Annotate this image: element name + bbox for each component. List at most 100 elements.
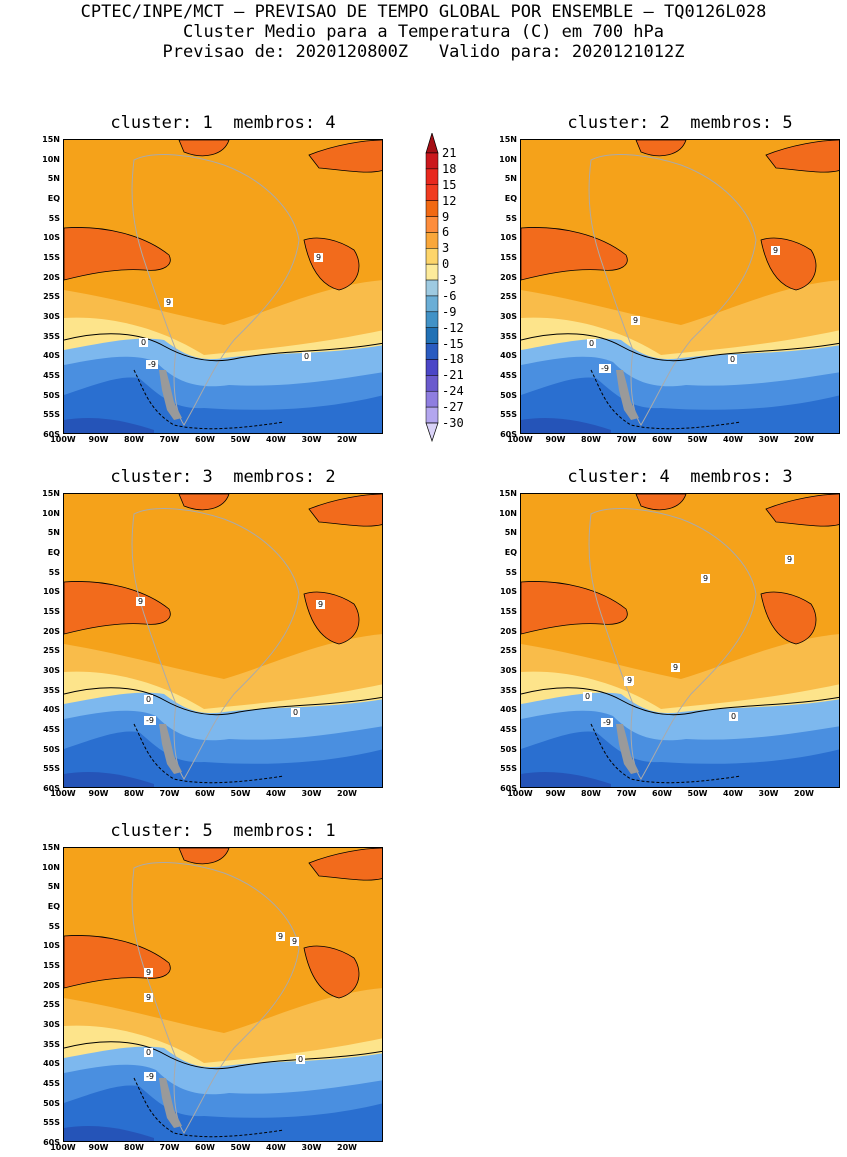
lat-tick-label: 50S: [500, 744, 517, 754]
panel-3-field: [64, 494, 382, 787]
colorbar-label: -27: [442, 400, 464, 415]
lat-tick-label: 10N: [42, 154, 60, 164]
lat-tick-label: 55S: [500, 764, 517, 774]
panel-4-map: 9999900-9: [520, 493, 840, 788]
lon-tick-label: 90W: [88, 789, 109, 798]
contour-minus-nine: [133, 723, 285, 784]
lat-tick-label: 20S: [43, 626, 60, 636]
contour-label: 9: [771, 246, 781, 255]
contour-minus-nine: [590, 369, 742, 430]
lon-tick-label: 100W: [507, 435, 533, 444]
lat-tick-label: 15S: [500, 253, 517, 262]
colorbar-swatch: [425, 343, 439, 360]
south-america-outline: [131, 508, 300, 780]
colorbar-label: -30: [442, 416, 464, 430]
lat-tick-label: 40S: [500, 351, 517, 361]
lat-tick-label: 5N: [504, 174, 517, 184]
lon-tick-label: 20W: [794, 789, 814, 798]
contour-label: -9: [599, 364, 611, 373]
colorbar-swatch: [425, 406, 439, 424]
band-deep-blue: [521, 772, 611, 787]
colorbar-label: 6: [442, 225, 450, 240]
lat-tick-label: 55S: [43, 1118, 60, 1128]
lat-tick-label: 5N: [504, 528, 517, 538]
warm-region-2: [765, 494, 839, 527]
lat-tick-label: EQ: [47, 548, 60, 557]
colorbar-swatch: [425, 311, 439, 328]
lat-tick-label: 40S: [43, 1059, 60, 1069]
colorbar-swatch: [425, 152, 439, 170]
contour-label: 9: [164, 298, 174, 307]
lat-tick-label: 45S: [500, 725, 517, 734]
colorbar-label: -15: [442, 336, 464, 351]
lat-tick-label: 60S: [43, 430, 60, 439]
lat-tick-label: 55S: [500, 410, 517, 420]
contour-zero: [521, 687, 839, 716]
colorbar-label: 3: [442, 241, 450, 256]
contour-label: 9: [316, 600, 326, 609]
band-dark-blue: [64, 731, 382, 787]
contour-minus-nine: [133, 1077, 285, 1138]
band-deep-blue: [64, 1126, 154, 1141]
lat-tick-label: 30S: [43, 1020, 60, 1029]
warm-region-4: [303, 237, 360, 291]
warm-region-1: [64, 935, 171, 989]
lon-tick-label: 70W: [616, 789, 637, 798]
lon-tick-label: 70W: [159, 789, 180, 798]
lat-tick-label: 60S: [43, 784, 60, 793]
lat-tick-label: 55S: [43, 764, 60, 774]
contour-label: 9: [631, 316, 641, 325]
lon-tick-label: 50W: [687, 435, 708, 444]
header-line-3: Previsao de: 2020120800Z Valido para: 20…: [162, 42, 685, 62]
lat-tick-label: 45S: [43, 371, 60, 380]
lon-tick-label: 50W: [230, 1143, 251, 1152]
panel-2-field: [521, 140, 839, 433]
band-deep-blue: [64, 418, 154, 433]
contour-minus-nine: [590, 723, 742, 784]
lon-tick-label: 80W: [124, 435, 144, 444]
contour-label: 9: [314, 253, 324, 262]
colorbar-swatch: [425, 232, 439, 249]
lon-tick-label: 30W: [301, 435, 322, 444]
contour-label: -9: [601, 718, 613, 727]
colorbar-label: -6: [442, 288, 457, 303]
lat-tick-label: 35S: [43, 1039, 60, 1049]
patagonia-landmass: [159, 1078, 182, 1128]
lat-tick-label: 5N: [47, 174, 60, 184]
lon-tick-label: 100W: [50, 435, 76, 444]
warm-region-2: [765, 140, 839, 173]
lat-tick-label: 25S: [43, 292, 60, 302]
lon-tick-label: 50W: [230, 435, 251, 444]
lat-tick-label: 10N: [42, 862, 60, 872]
header-line-1: CPTEC/INPE/MCT – PREVISAO DE TEMPO GLOBA…: [80, 2, 767, 22]
panel-1-field: [64, 140, 382, 433]
lat-tick-label: 45S: [43, 1079, 60, 1088]
lat-tick-label: 5N: [47, 528, 60, 538]
lat-tick-label: 35S: [500, 331, 517, 341]
south-america-outline: [131, 154, 300, 426]
lon-tick-label: 40W: [266, 1143, 286, 1152]
colorbar-label: 0: [442, 257, 450, 272]
band-deep-blue: [64, 772, 154, 787]
lat-tick-label: 5N: [47, 882, 60, 892]
warm-region-1: [64, 227, 171, 281]
colorbar-swatch: [425, 390, 439, 408]
lat-tick-label: 45S: [500, 371, 517, 380]
lon-tick-label: 60W: [195, 435, 215, 444]
contour-label: 9: [276, 932, 286, 941]
panel-1-map: 9 9 0 0 -9: [63, 139, 383, 434]
contour-label: 9: [144, 993, 154, 1002]
patagonia-landmass: [616, 370, 639, 420]
warm-region-3: [178, 494, 230, 511]
lon-tick-label: 90W: [88, 1143, 109, 1152]
lon-tick-label: 60W: [652, 789, 672, 798]
lat-tick-label: 20S: [43, 272, 60, 282]
lat-tick-label: 10S: [43, 233, 60, 243]
lat-tick-label: 30S: [43, 666, 60, 675]
lon-tick-label: 60W: [195, 1143, 215, 1152]
warm-region-4: [760, 591, 817, 645]
lat-tick-label: 50S: [43, 744, 60, 754]
lat-tick-label: 50S: [500, 390, 517, 400]
lat-tick-label: 60S: [43, 1138, 60, 1147]
lat-tick-label: 60S: [500, 430, 517, 439]
